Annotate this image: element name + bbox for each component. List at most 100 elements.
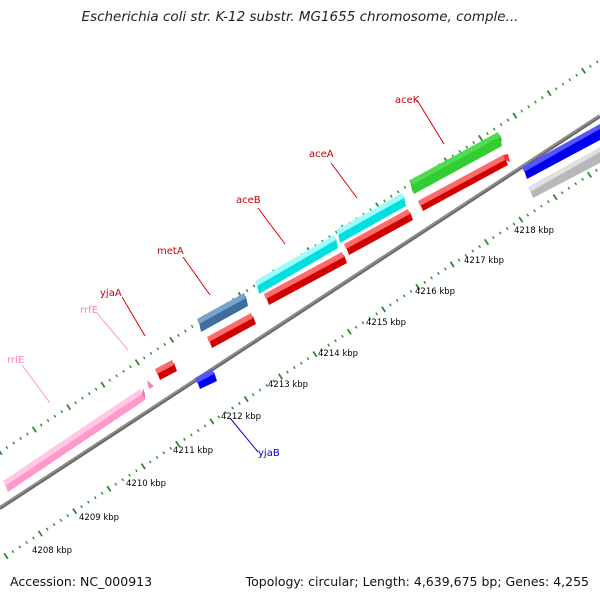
scale-tick — [190, 324, 194, 328]
scale-tick — [66, 404, 72, 411]
gene-red-2[interactable] — [344, 209, 413, 255]
scale-tick — [18, 545, 22, 549]
scale-tick — [184, 329, 187, 333]
scale-tick — [66, 514, 70, 518]
scale-tick — [533, 209, 536, 213]
scale-tick — [581, 177, 584, 181]
scale-tick — [518, 216, 524, 223]
gene-aceK[interactable] — [410, 132, 502, 194]
scale-tick — [100, 381, 106, 388]
scale-tick — [122, 369, 125, 373]
gene-rrlE[interactable] — [3, 388, 145, 492]
scale-tick — [140, 463, 146, 470]
kbp-label: 4216 kbp — [415, 287, 455, 297]
gene-aceB-upper[interactable] — [336, 193, 406, 243]
scale-tick — [437, 271, 440, 275]
scale-tick — [93, 496, 97, 500]
scale-tick — [245, 289, 249, 293]
kbp-label: 4208 kbp — [32, 546, 72, 556]
scale-tick — [375, 312, 379, 316]
scale-tick — [121, 478, 125, 482]
scale-tick — [196, 428, 200, 432]
scale-tick — [506, 118, 510, 122]
scale-tick — [403, 185, 407, 189]
scale-tick — [80, 505, 83, 509]
scale-tick — [26, 432, 29, 436]
scale-tick — [45, 527, 49, 531]
kbp-label: 4217 kbp — [464, 256, 504, 266]
scale-tick — [0, 450, 3, 456]
kbp-label: 4210 kbp — [126, 479, 166, 489]
gene-red-3[interactable] — [264, 252, 347, 305]
gene-gray-right[interactable] — [528, 147, 600, 198]
scale-tick — [177, 333, 180, 337]
gene-label-aceK: aceK — [395, 95, 420, 106]
scale-tick — [46, 419, 50, 423]
scale-tick — [464, 253, 468, 258]
scale-tick — [492, 236, 495, 240]
gene-red-4[interactable] — [207, 313, 256, 348]
scale-tick — [458, 149, 462, 154]
scale-tick — [575, 73, 578, 77]
scale-tick — [278, 373, 284, 380]
scale-tick — [39, 423, 43, 427]
scale-tick — [381, 306, 387, 313]
scale-tick — [252, 284, 256, 288]
scale-tick — [224, 410, 227, 414]
scale-tick — [11, 550, 15, 554]
scale-tick — [512, 222, 516, 226]
gene-blue-right[interactable] — [522, 124, 600, 179]
scale-tick — [396, 190, 400, 194]
scale-tick — [52, 523, 56, 527]
kbp-label: 4213 kbp — [268, 380, 308, 390]
gene-label-yjaA: yjaA — [100, 288, 122, 299]
scale-tick — [465, 145, 469, 149]
scale-tick — [148, 460, 152, 464]
scale-tick — [128, 473, 131, 477]
gene-metA[interactable] — [197, 293, 248, 332]
map-title: Escherichia coli str. K-12 substr. MG165… — [81, 9, 519, 25]
scale-tick — [478, 245, 481, 249]
scale-tick — [163, 342, 167, 346]
scale-tick — [574, 182, 578, 186]
scale-tick — [306, 357, 310, 361]
gene-label-aceA: aceA — [309, 149, 334, 160]
scale-tick — [383, 199, 386, 203]
scale-tick — [546, 200, 550, 204]
scale-tick — [498, 231, 502, 235]
scale-tick — [589, 64, 592, 68]
kbp-label: 4211 kbp — [173, 446, 213, 456]
scale-tick — [37, 530, 43, 537]
scale-tick — [149, 351, 153, 355]
gene-red-1[interactable] — [418, 154, 510, 211]
scale-tick — [478, 134, 484, 142]
scale-tick — [81, 396, 84, 400]
scale-tick — [486, 132, 489, 136]
scale-tick — [3, 552, 9, 560]
scale-tick — [60, 410, 64, 414]
scale-tick — [19, 437, 22, 441]
scale-tick — [258, 388, 262, 392]
scale-tick — [156, 347, 160, 351]
scale-tick — [540, 96, 544, 100]
gene-rrfE[interactable] — [147, 380, 154, 389]
scale-tick — [580, 67, 587, 74]
scale-tick — [492, 127, 496, 131]
scale-tick — [415, 283, 421, 291]
scale-tick — [183, 437, 186, 441]
gene-aceA-cyan[interactable] — [255, 235, 338, 294]
scale-tick — [129, 365, 132, 369]
scale-tick — [334, 339, 337, 343]
scale-tick — [595, 60, 599, 64]
scale-tick — [354, 325, 358, 329]
accession-label: Accession: NC_000913 — [10, 574, 153, 589]
scale-tick — [554, 87, 558, 91]
scale-tick — [395, 298, 399, 302]
scale-tick — [169, 336, 175, 343]
gene-label-yjaB: yjaB — [258, 448, 280, 459]
scale-tick — [190, 433, 193, 437]
scale-tick — [444, 267, 447, 271]
gene-label-aceB: aceB — [236, 195, 261, 206]
gene-red-5[interactable] — [155, 360, 177, 380]
gene-yjaB[interactable] — [195, 369, 217, 389]
